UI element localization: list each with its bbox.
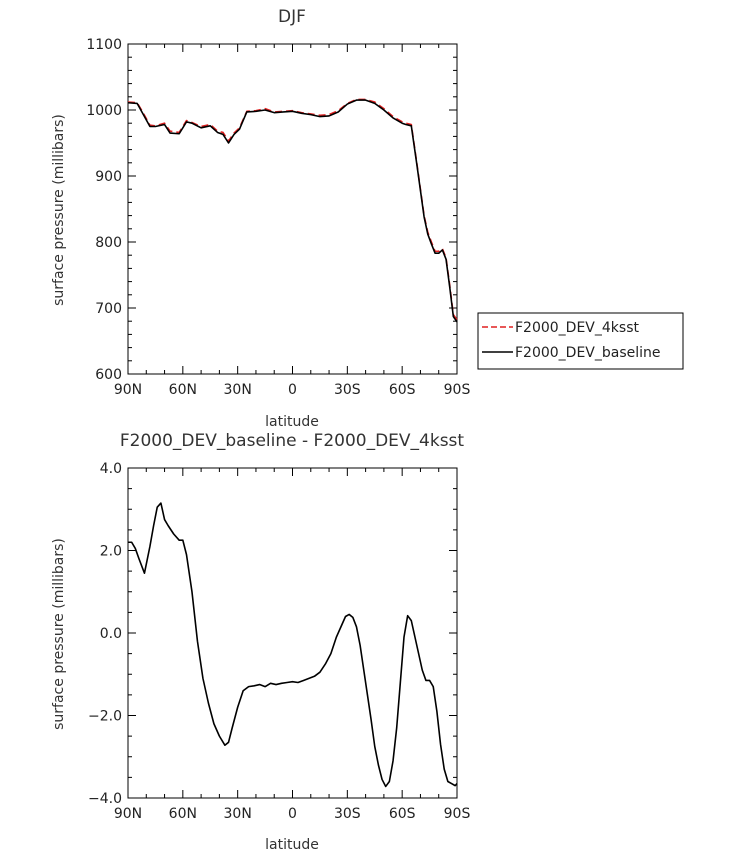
top-y-axis-label: surface pressure (millibars) xyxy=(51,114,67,306)
bottom-y-tick-label: −2.0 xyxy=(88,709,122,725)
bottom-x-tick-label: 90S xyxy=(444,806,471,822)
bottom-chart-title: F2000_DEV_baseline - F2000_DEV_4ksst xyxy=(120,431,465,451)
top-y-tick-label: 800 xyxy=(95,235,122,251)
legend: F2000_DEV_4ksst F2000_DEV_baseline xyxy=(477,312,684,370)
bottom-y-axis-label: surface pressure (millibars) xyxy=(51,538,67,730)
top-series-line-1 xyxy=(127,99,458,323)
legend-label-4ksst: F2000_DEV_4ksst xyxy=(515,320,639,336)
bottom-y-tick-label: 0.0 xyxy=(100,626,122,642)
bottom-y-tick-label: −4.0 xyxy=(88,791,122,807)
top-x-tick-label: 60N xyxy=(169,382,197,398)
top-y-tick-label: 1100 xyxy=(86,37,122,53)
top-x-tick-label: 0 xyxy=(288,382,297,398)
top-y-tick-label: 1000 xyxy=(86,103,122,119)
bottom-x-axis-label: latitude xyxy=(265,837,319,853)
bottom-x-tick-label: 0 xyxy=(288,806,297,822)
bottom-plot-frame xyxy=(127,467,458,799)
bottom-x-tick-label: 30N xyxy=(224,806,252,822)
bottom-x-tick-label: 90N xyxy=(114,806,142,822)
legend-box xyxy=(477,312,684,370)
top-x-tick-label: 30S xyxy=(334,382,361,398)
bottom-x-tick-label: 30S xyxy=(334,806,361,822)
bottom-y-tick-label: 4.0 xyxy=(100,461,122,477)
bottom-y-tick-label: 2.0 xyxy=(100,544,122,560)
top-y-tick-label: 900 xyxy=(95,169,122,185)
top-plot-frame xyxy=(127,43,458,375)
panel-bottom-chart: F2000_DEV_baseline - F2000_DEV_4ksst lat… xyxy=(51,431,470,853)
top-y-tick-label: 600 xyxy=(95,367,122,383)
top-x-axis-label: latitude xyxy=(265,414,319,430)
top-chart-title: DJF xyxy=(278,7,306,27)
bottom-series-line-0 xyxy=(128,502,458,788)
panel-top-chart: DJF latitude surface pressure (millibars… xyxy=(51,7,684,430)
bottom-x-tick-label: 60S xyxy=(389,806,416,822)
legend-label-baseline: F2000_DEV_baseline xyxy=(515,345,661,361)
top-x-tick-label: 90N xyxy=(114,382,142,398)
top-x-tick-label: 90S xyxy=(444,382,471,398)
top-y-tick-label: 700 xyxy=(95,301,122,317)
top-series-line-0 xyxy=(127,98,458,321)
bottom-x-tick-label: 60N xyxy=(169,806,197,822)
top-x-tick-label: 60S xyxy=(389,382,416,398)
top-x-tick-label: 30N xyxy=(224,382,252,398)
